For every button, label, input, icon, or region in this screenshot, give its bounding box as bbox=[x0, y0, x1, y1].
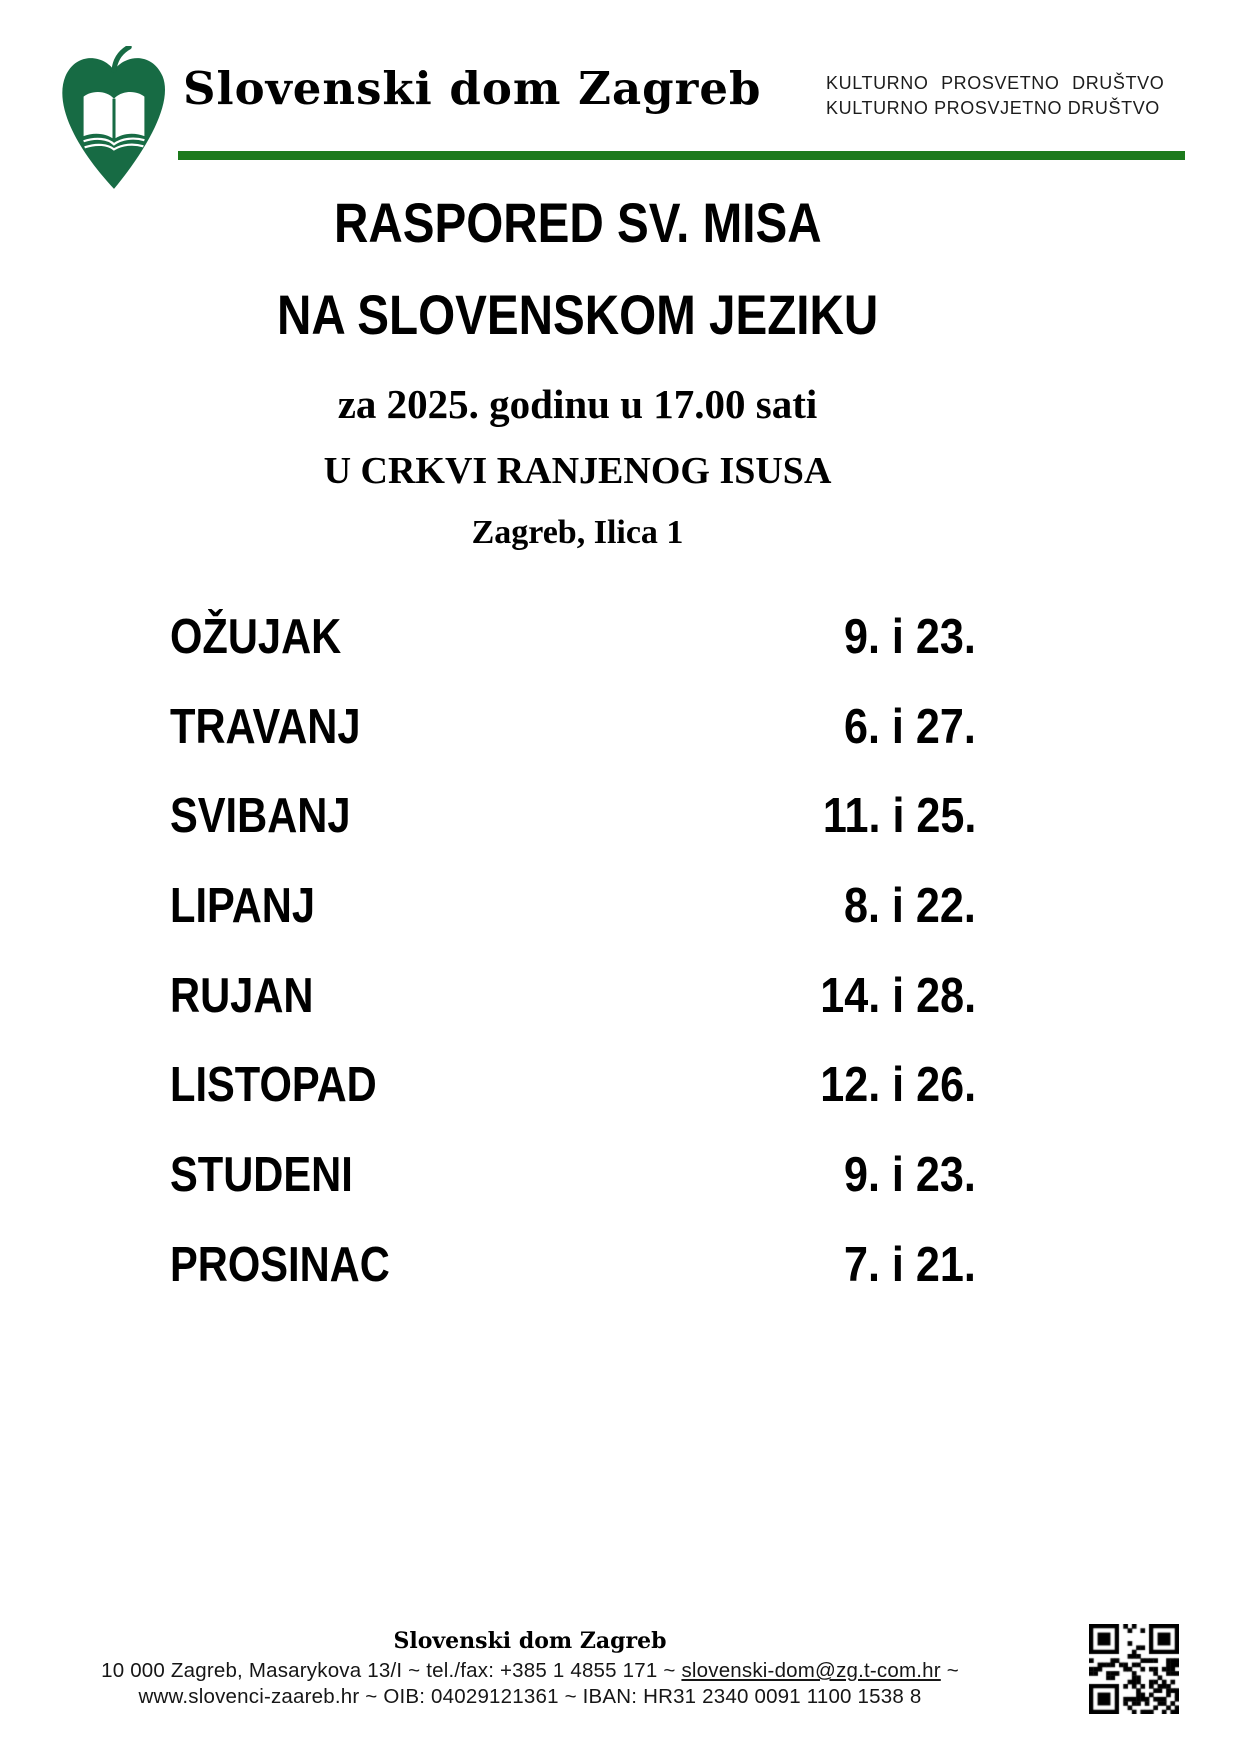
main-title-line-1: RASPORED SV. MISA bbox=[333, 191, 822, 254]
footer-ids-line: www.slovenci-zaareb.hr ~ OIB: 0402912136… bbox=[138, 1685, 922, 1708]
footer-org-name: Slovenski dom Zagreb bbox=[393, 1628, 667, 1654]
schedule-row: LIPANJ 8. i 22. bbox=[170, 881, 976, 971]
schedule-month-label: OŽUJAK bbox=[170, 610, 342, 664]
main-title-line-2: NA SLOVENSKOM JEZIKU bbox=[276, 283, 879, 346]
footer-contact-line: 10 000 Zagreb, Masarykova 13/I ~ tel./fa… bbox=[101, 1659, 959, 1682]
qr-code bbox=[1089, 1624, 1179, 1714]
society-subtitle: KULTURNO PROSVETNO DRUŠTVO KULTURNO PROS… bbox=[826, 71, 1165, 121]
schedule-dates-value: 6. i 27. bbox=[844, 699, 976, 754]
org-title: Slovenski dom Zagreb bbox=[183, 62, 762, 115]
linden-leaf-book-logo-icon bbox=[62, 46, 165, 189]
schedule-dates-value: 14. i 28. bbox=[820, 968, 976, 1023]
society-line-1: KULTURNO PROSVETNO DRUŠTVO bbox=[826, 73, 1165, 93]
schedule-month-label: PROSINAC bbox=[170, 1237, 390, 1292]
year-time-line: za 2025. godinu u 17.00 sati bbox=[337, 381, 818, 427]
schedule-month-label: STUDENI bbox=[170, 1148, 353, 1203]
mass-schedule-list: OŽUJAK 9. i 23. TRAVANJ 6. i 27. SVIBANJ… bbox=[170, 612, 976, 1330]
schedule-row: OŽUJAK 9. i 23. bbox=[170, 612, 976, 702]
schedule-month-label: TRAVANJ bbox=[170, 699, 361, 754]
schedule-month-label: SVIBANJ bbox=[170, 789, 351, 844]
header-divider-rule bbox=[178, 151, 1185, 160]
email-link[interactable]: slovenski-dom@zg.t-com.hr bbox=[681, 1659, 941, 1682]
schedule-dates-value: 7. i 21. bbox=[844, 1237, 976, 1292]
schedule-row: PROSINAC 7. i 21. bbox=[170, 1240, 976, 1330]
schedule-row: RUJAN 14. i 28. bbox=[170, 971, 976, 1061]
schedule-row: TRAVANJ 6. i 27. bbox=[170, 702, 976, 792]
schedule-month-label: RUJAN bbox=[170, 968, 314, 1023]
schedule-dates-value: 12. i 26. bbox=[820, 1058, 976, 1113]
schedule-dates-value: 8. i 22. bbox=[844, 879, 976, 934]
schedule-dates-value: 11. i 25. bbox=[822, 789, 976, 844]
schedule-dates-value: 9. i 23. bbox=[844, 1148, 976, 1203]
schedule-month-label: LISTOPAD bbox=[170, 1058, 377, 1113]
schedule-dates-value: 9. i 23. bbox=[844, 610, 976, 664]
schedule-month-label: LIPANJ bbox=[170, 879, 316, 934]
church-line: U CRKVI RANJENOG ISUSA bbox=[323, 450, 832, 492]
schedule-row: SVIBANJ 11. i 25. bbox=[170, 791, 976, 881]
schedule-row: LISTOPAD 12. i 26. bbox=[170, 1060, 976, 1150]
address-line: Zagreb, Ilica 1 bbox=[471, 514, 684, 551]
schedule-row: STUDENI 9. i 23. bbox=[170, 1150, 976, 1240]
society-line-2: KULTURNO PROSVJETNO DRUŠTVO bbox=[826, 98, 1160, 118]
